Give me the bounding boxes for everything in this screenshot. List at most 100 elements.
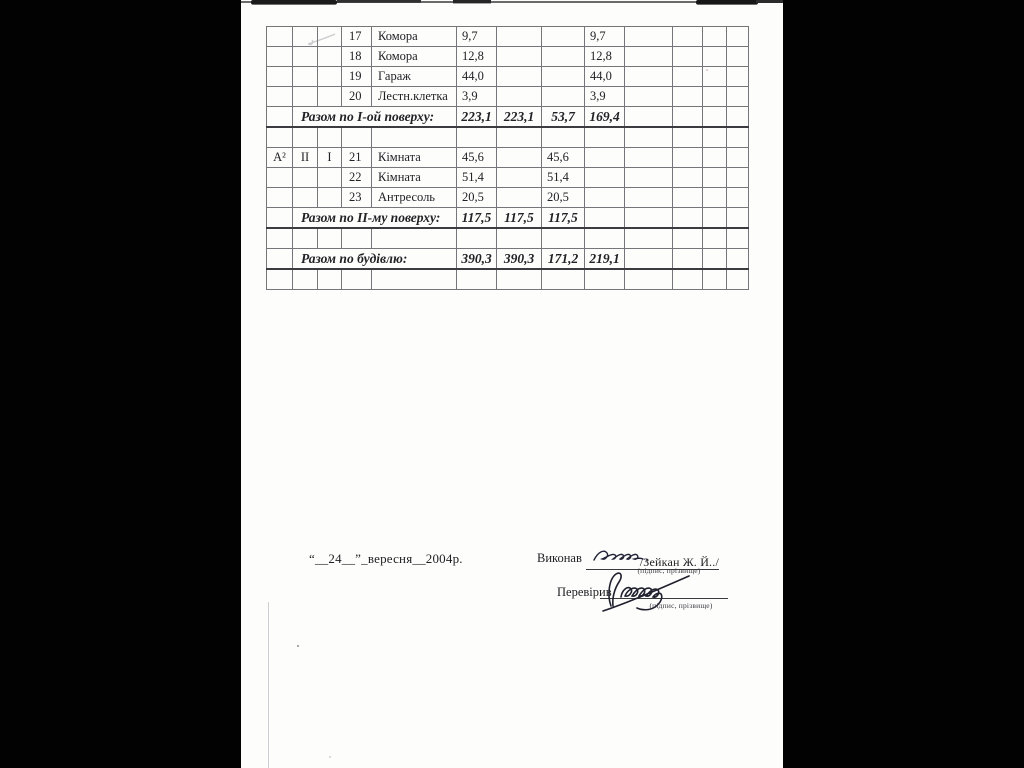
total-label-cell: Разом по будівлю: <box>292 248 457 270</box>
table-cell: 53,7 <box>541 106 585 128</box>
table-cell <box>584 126 625 148</box>
table-cell <box>726 248 749 270</box>
table-cell <box>456 268 497 290</box>
table-cell: 3,9 <box>584 86 625 107</box>
table-cell <box>541 227 585 249</box>
table-row: 17 Комора 9,7 9,7 <box>266 26 749 47</box>
table-cell <box>456 227 497 249</box>
table-cell <box>266 227 293 249</box>
table-cell: 3,9 <box>456 86 497 107</box>
table-cell <box>624 106 673 128</box>
table-cell <box>584 187 625 208</box>
table-cell <box>726 66 749 87</box>
table-row: 20 Лестн.клетка 3,9 3,9 <box>266 86 749 107</box>
table-cell: Антресоль <box>371 187 457 208</box>
table-cell <box>292 46 318 67</box>
executor-label: Виконав <box>537 551 582 565</box>
table-row: А² ІІ І 21 Кімната 45,6 45,6 <box>266 147 749 168</box>
table-row <box>266 227 749 249</box>
table-cell <box>672 167 703 188</box>
table-cell <box>496 167 542 188</box>
table-cell: 9,7 <box>584 26 625 47</box>
total-row: Разом по ІІ-му поверху: 117,5 117,5 117,5 <box>266 207 749 229</box>
scan-blob <box>251 0 337 5</box>
table-row <box>266 126 749 148</box>
checker-signature-line <box>600 575 728 599</box>
checker-label: Перевірив <box>557 585 612 599</box>
table-cell: 169,4 <box>584 106 625 128</box>
table-cell: Комора <box>371 46 457 67</box>
table-cell: 18 <box>341 46 372 67</box>
date-line: “__24__”_вересня__2004р. <box>309 551 463 566</box>
table-cell <box>266 248 293 270</box>
table-cell <box>496 147 542 168</box>
table-cell <box>292 187 318 208</box>
table-cell: Лестн.клетка <box>371 86 457 107</box>
table-cell <box>317 66 342 87</box>
table-cell: 12,8 <box>584 46 625 67</box>
table-cell <box>292 26 318 47</box>
executor-name: /Зейкан Ж. Й../ <box>639 555 719 569</box>
table-cell <box>702 126 727 148</box>
table-cell <box>541 86 585 107</box>
table-cell <box>672 26 703 47</box>
table-cell <box>317 126 342 148</box>
table-cell <box>266 187 293 208</box>
table-cell: 223,1 <box>456 106 497 128</box>
table-cell: 17 <box>341 26 372 47</box>
table-cell: 51,4 <box>456 167 497 188</box>
table-row: 22 Кімната 51,4 51,4 <box>266 167 749 188</box>
table-cell <box>292 227 318 249</box>
table-cell <box>702 66 727 87</box>
table-cell: 223,1 <box>496 106 542 128</box>
table-cell <box>702 46 727 67</box>
table-cell: 44,0 <box>456 66 497 87</box>
table-cell <box>624 46 673 67</box>
table-cell <box>456 126 497 148</box>
table-cell <box>341 126 372 148</box>
table-cell <box>672 248 703 270</box>
table-cell <box>541 126 585 148</box>
table-cell <box>292 167 318 188</box>
table-cell <box>496 66 542 87</box>
table-cell <box>266 106 293 128</box>
table-cell <box>496 227 542 249</box>
table-cell <box>317 26 342 47</box>
table-cell <box>341 227 372 249</box>
table-cell: 117,5 <box>456 207 497 229</box>
table-cell <box>266 167 293 188</box>
checker-signature-caption: (підпис, прізвище) <box>649 601 713 610</box>
table-cell <box>726 26 749 47</box>
table-cell: 45,6 <box>541 147 585 168</box>
table-cell <box>341 268 372 290</box>
table-cell: ІІ <box>292 147 318 168</box>
table-cell <box>496 126 542 148</box>
table-cell: 12,8 <box>456 46 497 67</box>
table-cell <box>672 227 703 249</box>
table-cell <box>266 268 293 290</box>
table-cell <box>541 46 585 67</box>
table-cell <box>317 167 342 188</box>
table-cell <box>266 207 293 229</box>
table-cell <box>624 66 673 87</box>
table-cell <box>726 268 749 290</box>
table-cell <box>702 207 727 229</box>
table-cell <box>624 167 673 188</box>
table-cell: 19 <box>341 66 372 87</box>
table-cell: 117,5 <box>541 207 585 229</box>
table-cell: 171,2 <box>541 248 585 270</box>
table-cell <box>584 207 625 229</box>
table-cell: Кімната <box>371 147 457 168</box>
table-cell <box>266 46 293 67</box>
table-cell <box>702 167 727 188</box>
table-row: 18 Комора 12,8 12,8 <box>266 46 749 67</box>
table-cell: 45,6 <box>456 147 497 168</box>
table-cell: 20 <box>341 86 372 107</box>
table-cell: Комора <box>371 26 457 47</box>
table-cell: 44,0 <box>584 66 625 87</box>
table-cell <box>726 167 749 188</box>
table-cell <box>672 268 703 290</box>
table-cell: 20,5 <box>541 187 585 208</box>
table-cell <box>496 46 542 67</box>
